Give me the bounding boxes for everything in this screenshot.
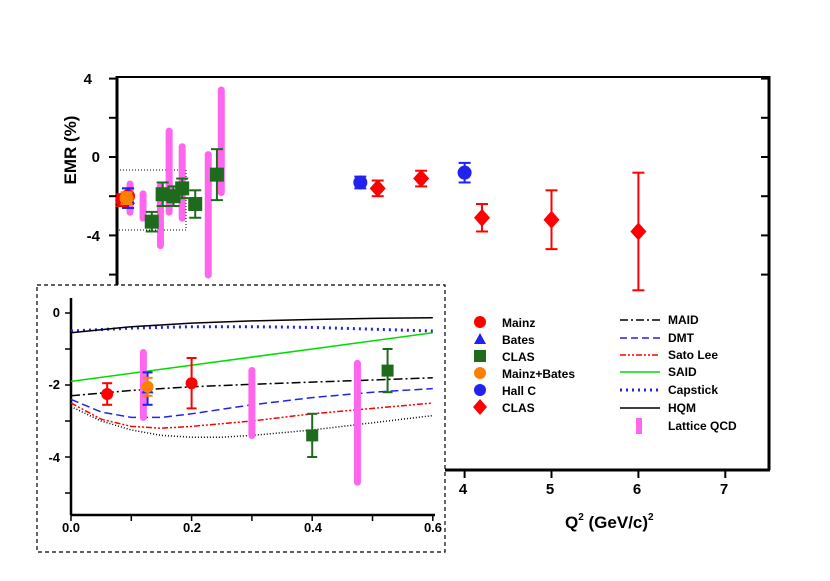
main-lattice-qcd-bar <box>204 151 212 279</box>
main-point-hall-c-circle <box>457 165 472 180</box>
legend-marker-mainz <box>474 316 486 328</box>
main-xtick-label: 6 <box>633 481 641 498</box>
main-xtick-label: 5 <box>546 481 554 498</box>
inset-curve-sato-lee <box>70 402 433 429</box>
inset-curve-capstick <box>70 325 433 333</box>
main-plot: 4 0 -4 4 5 6 7 EMR (%) Q2 (GeV/c)2 <box>61 71 771 532</box>
inset-panel: 0 -2 -4 0.0 0.2 0.4 0.6 <box>36 284 446 553</box>
inset-data-marks <box>101 348 394 486</box>
inset-xtick-label: 0.2 <box>183 520 201 535</box>
main-point-clas-diamond <box>413 169 430 188</box>
main-point-clas-diamond <box>369 179 386 198</box>
inset-tick-marks <box>65 312 434 521</box>
legend-label: SAID <box>668 365 697 379</box>
legend-marker-lattice-qcd <box>636 418 642 434</box>
inset-curve-dmt <box>70 387 433 419</box>
legend-label: Mainz+Bates <box>502 367 575 381</box>
inset-point-clas-square <box>381 364 394 377</box>
inset-ytick-label: -4 <box>48 450 60 465</box>
main-point-clas-square <box>188 197 203 212</box>
legend-label: CLAS <box>502 350 535 364</box>
legend-model-entries: MAID DMT Sato Lee SAID Capstick HQM Latt… <box>620 313 737 434</box>
main-point-clas-square <box>209 167 224 182</box>
inset-curve-hqm <box>70 316 433 334</box>
legend-data-entries: Mainz Bates CLAS Mainz+Bates Hall C CLAS <box>473 316 575 415</box>
legend: Mainz Bates CLAS Mainz+Bates Hall C CLAS… <box>473 313 737 434</box>
x-axis-label-sup: 2 <box>578 512 584 523</box>
main-point-hall-c-circle <box>353 175 368 190</box>
legend-label: Mainz <box>502 316 535 330</box>
inset-curve-said <box>70 332 433 383</box>
inset-point-mainz-circle <box>101 388 114 400</box>
main-ytick-label: 0 <box>92 149 100 166</box>
legend-marker-mainz-bates <box>474 367 486 379</box>
inset-frame <box>36 284 446 553</box>
legend-label: CLAS <box>502 401 535 415</box>
legend-marker-clas-diamond <box>473 399 487 415</box>
main-point-clas-diamond <box>473 208 490 227</box>
main-ytick-label: -4 <box>87 228 101 245</box>
inset-curve-maid <box>70 377 433 397</box>
x-axis-label-units: (GeV/c) <box>584 513 648 532</box>
inset-point-clas-square <box>306 429 319 442</box>
main-point-mainz-bates-circle <box>119 191 134 206</box>
main-tick-marks <box>109 77 769 478</box>
inset-point-mainz-circle <box>185 377 198 390</box>
x-axis-label: Q2 (GeV/c)2 <box>565 512 654 532</box>
legend-label: Hall C <box>502 384 536 398</box>
inset-xtick-label: 0.6 <box>424 520 442 535</box>
main-ytick-label: 4 <box>84 71 93 88</box>
legend-marker-hall-c <box>474 384 486 396</box>
legend-marker-bates <box>474 333 486 344</box>
svg-text:Q2 (GeV/c)2: Q2 (GeV/c)2 <box>565 512 654 532</box>
inset-lattice-qcd-bar <box>353 359 361 486</box>
x-axis-label-sup: 2 <box>648 512 654 523</box>
inset-ytick-label: 0 <box>53 305 60 320</box>
main-xtick-label: 7 <box>720 481 728 498</box>
main-data-marks <box>115 86 647 292</box>
main-lattice-qcd-bar <box>139 190 147 222</box>
legend-label: Capstick <box>668 383 718 397</box>
legend-label: DMT <box>668 331 695 345</box>
x-axis-label-q: Q <box>565 513 578 532</box>
legend-label: Bates <box>502 333 535 347</box>
y-axis-label: EMR (%) <box>61 116 80 185</box>
inset-model-curves <box>70 316 433 438</box>
main-tick-labels: 4 0 -4 4 5 6 7 <box>84 71 729 498</box>
legend-label: HQM <box>668 401 696 415</box>
legend-label: Sato Lee <box>668 348 718 362</box>
inset-ytick-label: -2 <box>48 377 60 392</box>
legend-label: MAID <box>668 313 699 327</box>
main-point-clas-square <box>144 214 159 229</box>
inset-xtick-label: 0.0 <box>62 520 80 535</box>
legend-label: Lattice QCD <box>668 419 737 433</box>
inset-curve-dotted-black <box>70 405 433 438</box>
legend-marker-clas-square <box>474 350 486 362</box>
inset-point-mainz-bates-circle <box>141 380 154 393</box>
main-point-clas-square <box>155 187 170 202</box>
main-point-clas-square <box>175 181 190 196</box>
main-point-clas-diamond <box>630 222 647 241</box>
main-point-clas-diamond <box>543 210 560 229</box>
main-xtick-label: 4 <box>459 481 468 498</box>
inset-lattice-qcd-bar <box>248 367 256 439</box>
inset-xtick-label: 0.4 <box>304 520 323 535</box>
